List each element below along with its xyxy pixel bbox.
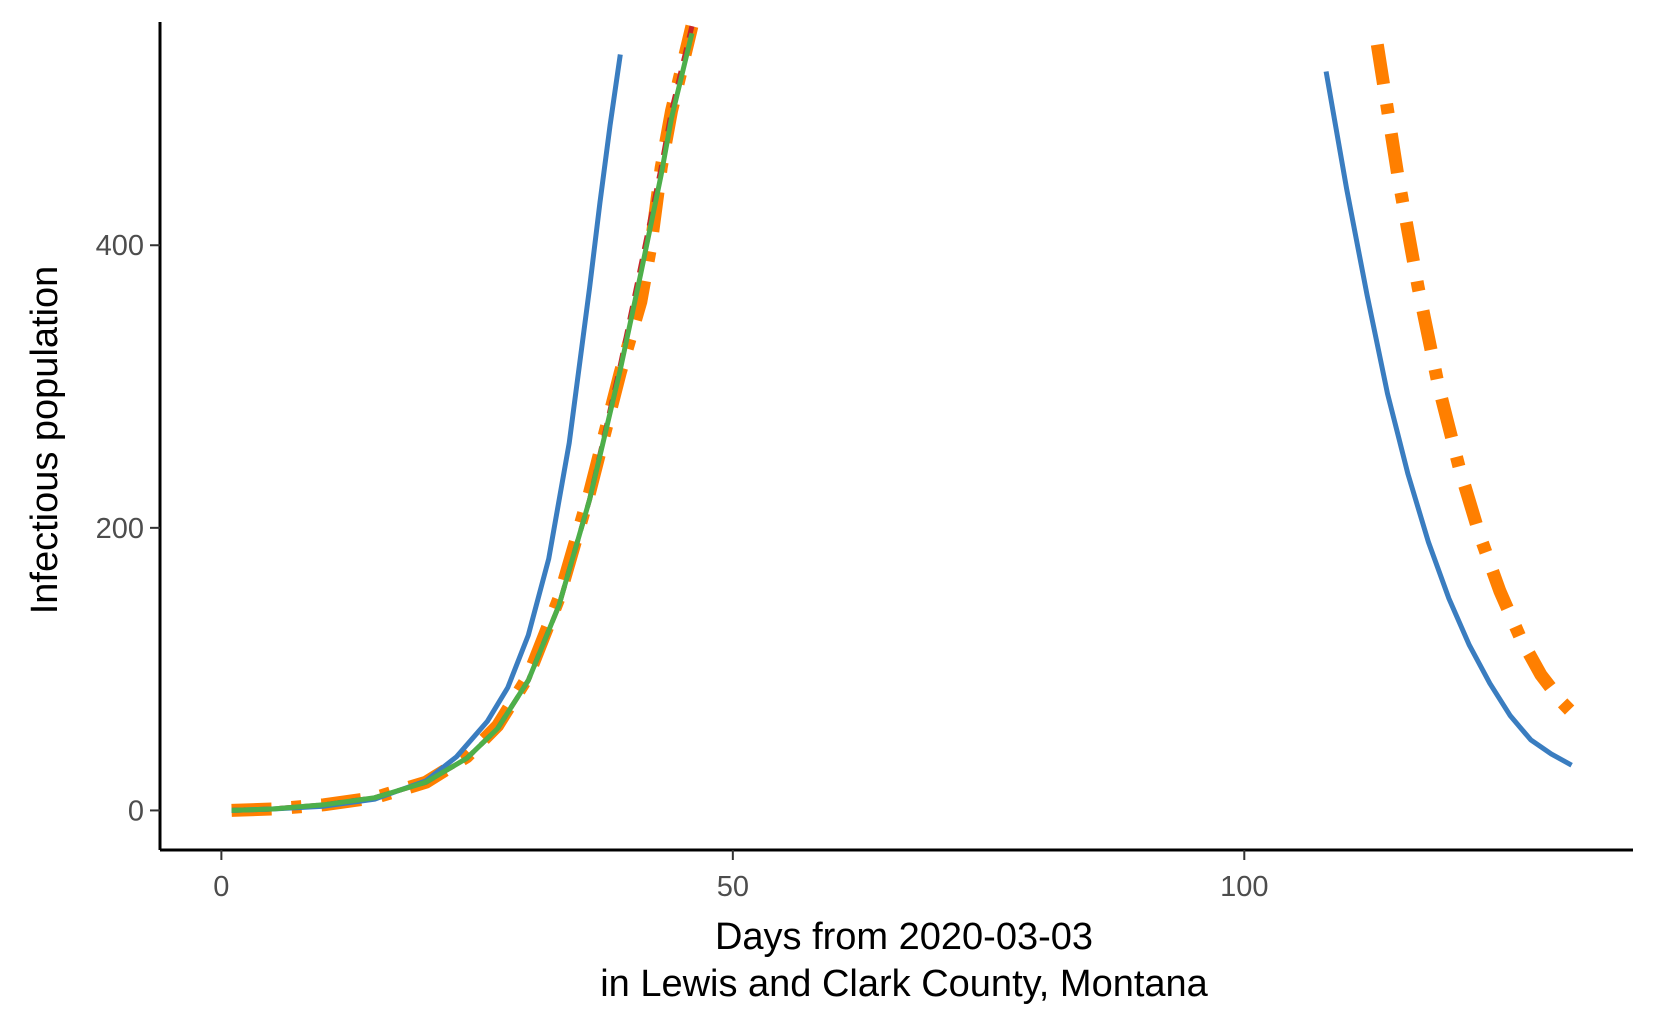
x-tick-label: 0	[213, 871, 229, 903]
x-tick-label: 50	[717, 871, 749, 903]
x-axis-title-line2: in Lewis and Clark County, Montana	[600, 963, 1208, 1005]
series-3-line-segment-1	[231, 24, 699, 817]
y-tick-label: 200	[96, 513, 144, 545]
series-1-line-segment-1	[231, 54, 623, 813]
x-axis-title-line1: Days from 2020-03-03	[715, 916, 1093, 958]
x-tick-label: 100	[1220, 871, 1268, 903]
series-4-line-segment-1	[231, 32, 695, 813]
ticks: 0 50 100 0 200 400	[96, 230, 1269, 903]
series-3-line-segment-2	[1370, 43, 1587, 728]
series-2-line-segment-1	[231, 25, 695, 813]
y-tick-label: 400	[96, 230, 144, 262]
y-tick-label: 0	[128, 795, 144, 827]
series-1-line-segment-2	[1323, 71, 1573, 768]
axes	[158, 22, 1633, 852]
y-axis-title: Infectious population	[24, 266, 66, 615]
plot-area	[231, 24, 1587, 817]
